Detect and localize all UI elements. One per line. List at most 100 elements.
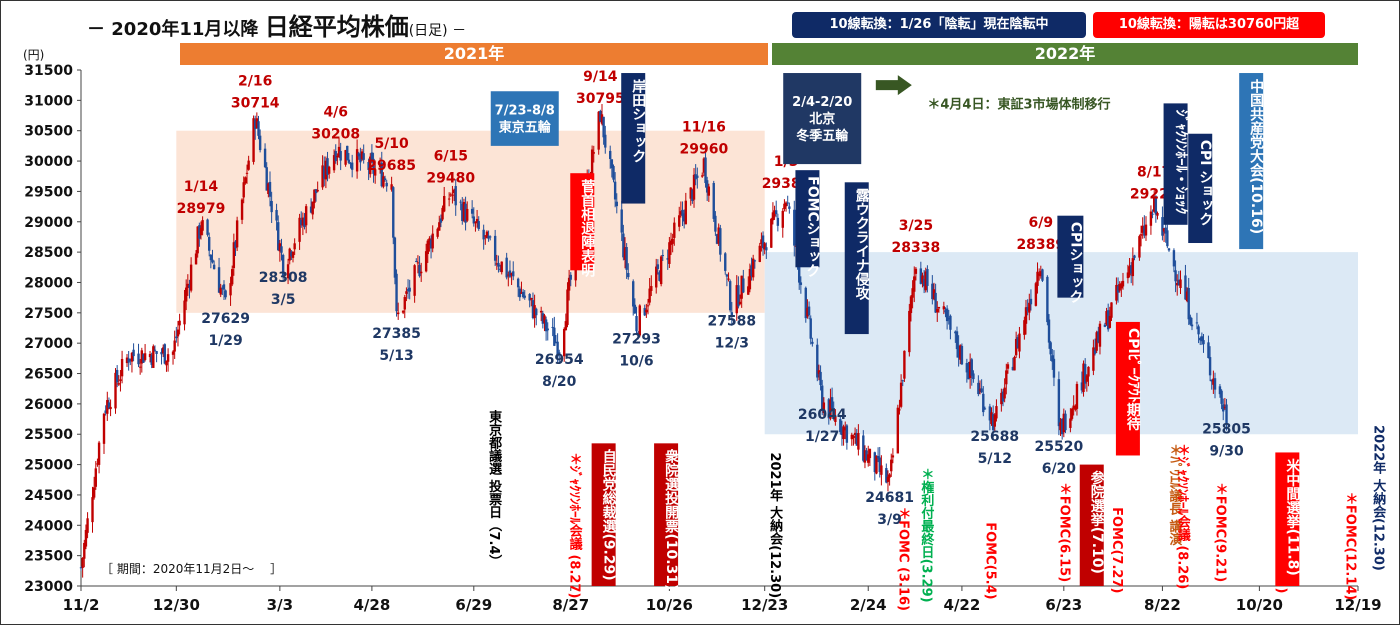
candle-down	[776, 217, 780, 226]
candle-up	[109, 406, 112, 410]
candle-down	[633, 304, 637, 314]
candle-up	[242, 182, 245, 198]
candle-down	[347, 159, 351, 163]
candle-down	[392, 187, 395, 238]
candle-up	[219, 287, 222, 295]
event-label: ＊FOMC(6.15)	[1056, 483, 1071, 582]
candle-down	[257, 121, 260, 136]
event-box-label: 米中間選挙(11.8)	[1284, 458, 1301, 576]
event-label: ＊FOMC (3.16)	[895, 507, 910, 611]
title-prefix: － 2020年11月以降	[87, 19, 259, 40]
candle-down	[212, 264, 216, 270]
candle-up	[403, 297, 406, 310]
candle-down	[967, 372, 970, 380]
candle-up	[451, 194, 454, 196]
candle-up	[321, 165, 324, 188]
candle-down	[816, 344, 819, 378]
event-label: 2021年 大納会(12.30)	[767, 452, 783, 598]
candle-down	[982, 393, 985, 413]
candle-up	[1141, 225, 1144, 233]
x-tick-label: 8/22	[1144, 596, 1181, 614]
point-label-date: 1/14	[184, 179, 219, 195]
candle-up	[293, 243, 296, 250]
candle-down	[821, 385, 824, 412]
candle-up	[183, 300, 186, 325]
candle-up	[903, 350, 906, 379]
candle-up	[908, 310, 911, 353]
candle-down	[155, 351, 158, 354]
candle-down	[1106, 310, 1110, 330]
candle-up	[510, 273, 513, 276]
candle-down	[620, 209, 623, 233]
candle-down	[1167, 248, 1171, 251]
trend-badge-bullish-threshold: 10線転換：陽転は30760円超	[1093, 12, 1325, 38]
point-label-value: 27293	[612, 331, 661, 347]
candle-down	[1029, 298, 1033, 305]
candle-down	[761, 235, 765, 249]
candle-up	[880, 465, 883, 475]
y-tick-label: 27500	[24, 306, 73, 322]
point-label-date: 9/30	[1209, 444, 1244, 460]
candle-down	[132, 349, 135, 357]
point-label-date: 5/12	[978, 451, 1012, 467]
candle-up	[692, 174, 696, 200]
event-box	[591, 443, 616, 586]
candle-down	[1060, 418, 1064, 435]
candle-down	[1225, 404, 1228, 424]
candle-up	[313, 189, 316, 204]
candle-up	[567, 277, 571, 291]
candle-up	[645, 309, 648, 313]
point-label-value: 27629	[201, 311, 250, 327]
candle-down	[799, 282, 803, 285]
x-tick-label: 11/2	[63, 596, 100, 614]
candle-down	[370, 152, 374, 161]
event-label: ＊ｼﾞｬｸｿﾝﾎｰﾙ会議 (8.27)	[567, 452, 583, 598]
candle-up	[760, 239, 763, 245]
candle-down	[303, 217, 306, 227]
event-box-label: CPI ショック	[1197, 140, 1213, 227]
candle-down	[712, 182, 715, 219]
x-tick-label: 3/3	[267, 596, 293, 614]
candle-up	[1092, 347, 1095, 371]
candle-down	[551, 326, 554, 328]
candle-up	[968, 361, 972, 378]
candle-up	[431, 233, 434, 249]
candle-up	[914, 268, 918, 274]
candle-down	[804, 287, 807, 319]
candle-down	[945, 308, 949, 322]
candle-up	[899, 382, 903, 407]
candle-up	[993, 414, 996, 427]
candle-down	[901, 380, 904, 382]
point-label-value: 26954	[535, 352, 584, 368]
candle-down	[508, 270, 512, 277]
candle-down	[1052, 358, 1056, 378]
candle-down	[1187, 288, 1190, 320]
candle-up	[921, 275, 924, 283]
candle-down	[160, 351, 163, 355]
candle-down	[613, 181, 617, 200]
candle-up	[669, 240, 673, 245]
candle-up	[332, 155, 336, 171]
candle-up	[369, 156, 372, 175]
candle-up	[773, 210, 776, 217]
candle-up	[520, 292, 523, 294]
candle-up	[484, 235, 487, 237]
candle-down	[1116, 286, 1120, 293]
x-tick-label: 2/24	[850, 596, 887, 614]
candle-up	[648, 288, 651, 303]
candle-down	[1189, 316, 1192, 325]
y-tick-label: 26000	[24, 397, 73, 413]
candle-down	[1093, 349, 1097, 354]
candle-down	[983, 408, 987, 410]
candle-down	[1161, 217, 1164, 236]
candle-up	[673, 222, 676, 238]
candle-down	[150, 355, 153, 365]
candle-up	[995, 406, 998, 419]
candle-down	[556, 341, 559, 357]
candle-up	[355, 149, 359, 172]
candle-up	[500, 261, 503, 273]
candle-up	[199, 228, 203, 236]
candle-up	[539, 310, 543, 313]
x-tick-label: 12/30	[153, 596, 200, 614]
candle-down	[1218, 386, 1222, 395]
